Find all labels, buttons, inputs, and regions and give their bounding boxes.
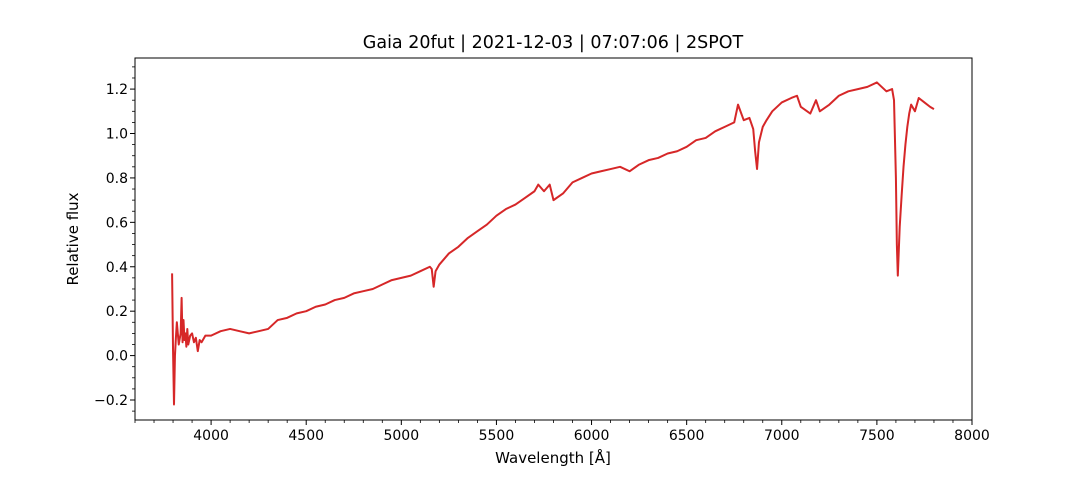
y-axis-label: Relative flux: [64, 192, 82, 285]
y-tick-label: 1.2: [106, 82, 128, 98]
x-tick-label: 5000: [383, 428, 419, 444]
x-tick-label: 4000: [193, 428, 229, 444]
x-tick-label: 7000: [764, 428, 800, 444]
ticks-layer: 4000 4500 5000 5500 6000 6500 7000 7500 8000 −0.2…: [94, 66, 990, 444]
y-tick-label: 0.8: [106, 171, 128, 187]
y-tick-label: 0.6: [106, 215, 128, 231]
series-layer: [171, 81, 935, 406]
x-tick-label: 6500: [669, 428, 705, 444]
axes-frame: [134, 57, 973, 421]
spectrum-line-0: [171, 81, 935, 406]
plot-area: 4000 4500 5000 5500 6000 6500 7000 7500 8000 −0.2…: [94, 57, 990, 444]
chart-title: Gaia 20fut | 2021-12-03 | 07:07:06 | 2SP…: [363, 33, 744, 53]
y-tick-label: 0.2: [106, 304, 128, 320]
y-tick-label: −0.2: [94, 393, 128, 409]
x-tick-label: 7500: [859, 428, 895, 444]
y-tick-label: 0.0: [106, 349, 128, 365]
x-axis-label: Wavelength [Å]: [495, 448, 611, 467]
y-tick-label: 0.4: [106, 260, 128, 276]
x-tick-label: 5500: [479, 428, 515, 444]
x-tick-label: 6000: [574, 428, 610, 444]
y-tick-label: 1.0: [106, 127, 128, 143]
x-tick-label: 8000: [954, 428, 990, 444]
x-tick-label: 4500: [288, 428, 324, 444]
